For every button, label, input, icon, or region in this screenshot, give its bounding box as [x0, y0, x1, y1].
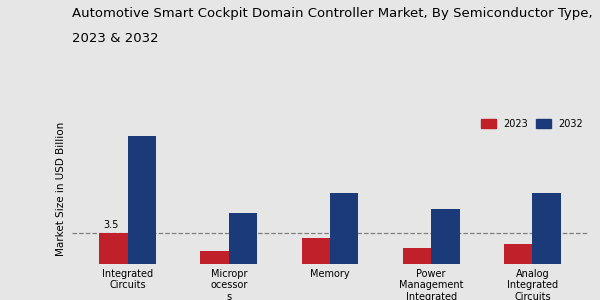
Bar: [532, 194, 560, 264]
Y-axis label: Market Size in USD Billion: Market Size in USD Billion: [56, 122, 67, 256]
Bar: [504, 244, 532, 264]
Text: 3.5: 3.5: [104, 220, 119, 230]
Bar: [330, 194, 358, 264]
Bar: [128, 136, 156, 264]
Bar: [403, 248, 431, 264]
Bar: [302, 238, 330, 264]
Bar: [229, 213, 257, 264]
Text: 2023 & 2032: 2023 & 2032: [72, 32, 158, 44]
Legend: 2023, 2032: 2023, 2032: [481, 119, 583, 129]
Text: Automotive Smart Cockpit Domain Controller Market, By Semiconductor Type,: Automotive Smart Cockpit Domain Controll…: [72, 8, 593, 20]
Bar: [200, 251, 229, 264]
Bar: [431, 209, 460, 264]
Bar: [100, 233, 128, 264]
